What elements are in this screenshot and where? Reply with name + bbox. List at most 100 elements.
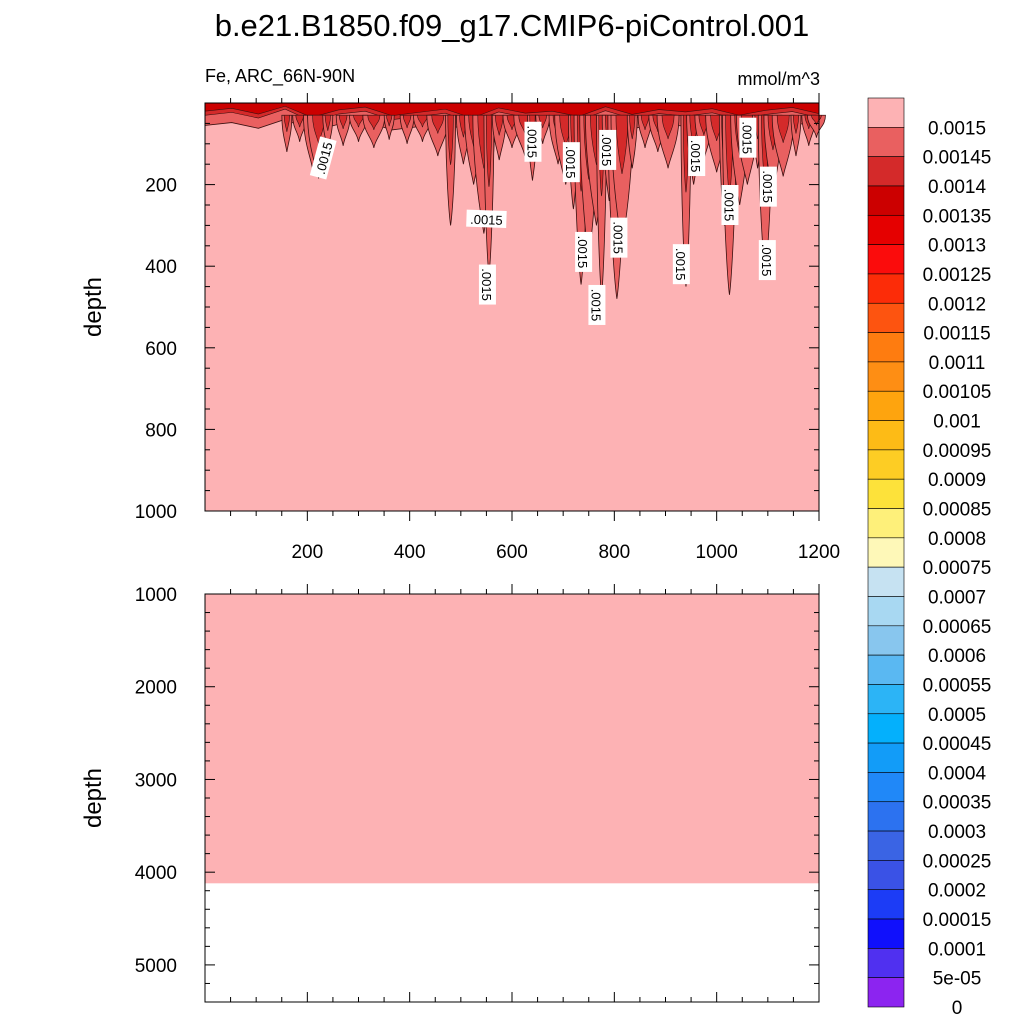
contour-label-box bbox=[478, 264, 496, 305]
colorbar-label-8: 0.0011 bbox=[929, 353, 986, 374]
colorbar-label-26: 0.0002 bbox=[928, 881, 986, 902]
contour-label-box bbox=[688, 136, 706, 177]
colorbar-label-20: 0.0005 bbox=[928, 705, 986, 726]
colorbar-swatch-2 bbox=[867, 156, 905, 187]
colorbar-swatch-28 bbox=[867, 918, 905, 949]
contour-label-11: .0015 bbox=[672, 244, 690, 285]
contour-label-14: .0015 bbox=[588, 284, 606, 325]
colorbar-swatch-7 bbox=[867, 302, 905, 333]
colorbar-label-1: 0.00145 bbox=[923, 148, 992, 169]
plume-32 bbox=[626, 114, 638, 169]
plume-core-16 bbox=[485, 114, 493, 187]
chart-title: b.e21.B1850.f09_g17.CMIP6-piControl.001 bbox=[215, 8, 810, 43]
colorbar-label-10: 0.001 bbox=[933, 412, 981, 433]
colorbar-swatch-15 bbox=[867, 537, 905, 568]
colorbar-swatch-27 bbox=[867, 889, 905, 920]
colorbar-label-13: 0.00085 bbox=[923, 500, 992, 521]
upper-xtick-label-2: 600 bbox=[496, 542, 528, 563]
colorbar-label-3: 0.00135 bbox=[923, 206, 992, 227]
upper-xtick-label-4: 1000 bbox=[696, 542, 738, 563]
colorbar-label-9: 0.00105 bbox=[923, 382, 992, 403]
contour-label-10: .0015 bbox=[575, 231, 593, 272]
colorbar-swatch-21 bbox=[867, 713, 905, 744]
contour-label-3: .0015 bbox=[599, 129, 617, 170]
contour-label-box bbox=[721, 185, 739, 225]
plume-9 bbox=[399, 114, 415, 144]
plume-48 bbox=[790, 114, 802, 157]
colorbar-swatch-14 bbox=[867, 508, 905, 539]
contour-label-box bbox=[575, 231, 593, 272]
contour-label-text: .0015 bbox=[610, 221, 625, 254]
lower-ytick-label-1: 2000 bbox=[135, 678, 177, 699]
colorbar-label-15: 0.00075 bbox=[923, 558, 992, 579]
colorbar-swatch-9 bbox=[867, 361, 905, 392]
plume-core-7 bbox=[367, 114, 381, 130]
lower-ytick-label-4: 5000 bbox=[135, 956, 177, 977]
colorbar-label-18: 0.0006 bbox=[928, 646, 986, 667]
lower-ytick-label-3: 4000 bbox=[135, 863, 177, 884]
upper-ytick-label-0: 200 bbox=[145, 176, 177, 197]
contour-label-box bbox=[758, 240, 776, 281]
upper-ytick-label-1: 400 bbox=[145, 257, 177, 278]
contour-label-12: .0015 bbox=[758, 240, 776, 281]
lower-ytick-label-0: 1000 bbox=[135, 585, 177, 606]
colorbar-swatch-22 bbox=[867, 742, 905, 773]
plume-35 bbox=[656, 114, 680, 169]
colorbar-label-22: 0.0004 bbox=[928, 763, 987, 784]
upper-ytick-label-3: 800 bbox=[145, 420, 177, 441]
plume-50 bbox=[807, 114, 826, 138]
colorbar-label-4: 0.0013 bbox=[928, 236, 986, 257]
contour-label-text: .0015 bbox=[588, 289, 603, 322]
plume-core-11 bbox=[431, 114, 445, 134]
colorbar-swatch-16 bbox=[867, 566, 905, 597]
colorbar-label-29: 5e-05 bbox=[933, 969, 982, 990]
variable-label: Fe, ARC_66N-90N bbox=[205, 66, 355, 87]
contour-label-text: .0015 bbox=[479, 268, 494, 301]
colorbar-swatch-18 bbox=[867, 625, 905, 656]
contour-label-7: .0015 bbox=[721, 185, 739, 225]
upper-panel: .0015 .0015 .0015 .0015 .0015 .0015 .0015 .0015… bbox=[80, 93, 840, 563]
plume-core-9 bbox=[402, 114, 412, 129]
contour-label-box bbox=[610, 217, 628, 258]
plume-core-32 bbox=[629, 114, 636, 140]
contour-label-text: .0015 bbox=[688, 140, 703, 173]
colorbar-label-23: 0.00035 bbox=[923, 793, 992, 814]
colorbar-swatch-24 bbox=[867, 801, 905, 832]
contour-label-6: .0015 bbox=[466, 209, 507, 228]
colorbar-label-16: 0.0007 bbox=[928, 587, 986, 608]
surface-band-core-1 bbox=[204, 102, 820, 119]
colorbar-label-7: 0.00115 bbox=[923, 324, 990, 345]
contour-label-text: .0015 bbox=[721, 189, 736, 222]
contour-label-text: .0015 bbox=[673, 248, 688, 281]
contour-label-text: .0015 bbox=[760, 170, 775, 203]
upper-xtick-label-5: 1200 bbox=[798, 542, 840, 563]
contour-label-text: .0015 bbox=[759, 244, 774, 277]
colorbar-swatch-10 bbox=[867, 390, 905, 421]
colorbar-label-12: 0.0009 bbox=[928, 470, 986, 491]
contour-label-text: .0015 bbox=[599, 134, 614, 167]
lower-ytick-label-2: 3000 bbox=[135, 770, 177, 791]
contour-label-9: .0015 bbox=[610, 217, 628, 258]
lower-fill bbox=[205, 594, 819, 884]
upper-ytick-label-2: 600 bbox=[145, 339, 177, 360]
plume-core-5 bbox=[338, 114, 348, 130]
contour-label-5: .0015 bbox=[739, 117, 757, 158]
lower-panel: 1000 2000 3000 4000 5000 depth bbox=[80, 584, 820, 1003]
colorbar-swatch-0 bbox=[867, 97, 905, 128]
colorbar-swatch-26 bbox=[867, 860, 905, 891]
plume-core-35 bbox=[661, 114, 675, 140]
colorbar-swatch-6 bbox=[867, 273, 905, 304]
plume-core-48 bbox=[792, 114, 800, 134]
colorbar-label-24: 0.0003 bbox=[928, 822, 986, 843]
upper-ylabel: depth bbox=[80, 277, 107, 337]
colorbar-swatch-3 bbox=[867, 185, 905, 216]
contour-label-text: .0015 bbox=[470, 212, 503, 228]
colorbar-swatch-8 bbox=[867, 332, 905, 363]
plume-core-12 bbox=[447, 114, 454, 165]
contour-label-box bbox=[562, 142, 580, 183]
colorbar-label-14: 0.0008 bbox=[928, 529, 986, 550]
contour-label-text: .0015 bbox=[739, 121, 754, 154]
plume-5 bbox=[335, 114, 351, 146]
colorbar-label-11: 0.00095 bbox=[923, 441, 992, 462]
